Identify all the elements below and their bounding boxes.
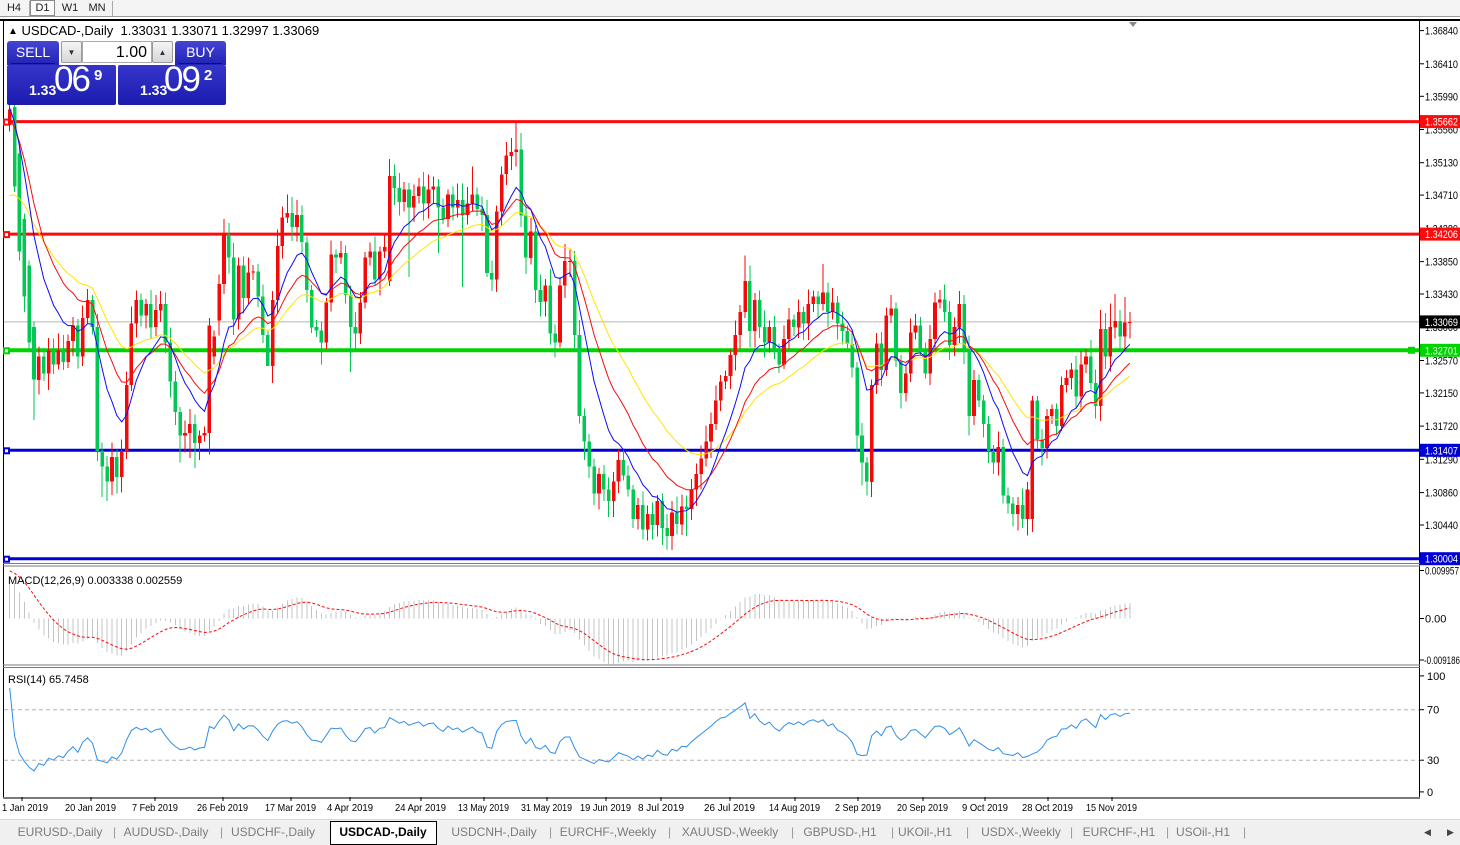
svg-text:MACD(12,26,9) 0.003338 0.00255: MACD(12,26,9) 0.003338 0.002559	[8, 575, 182, 587]
svg-text:1.35662: 1.35662	[1425, 117, 1458, 129]
svg-text:15 Nov 2019: 15 Nov 2019	[1086, 802, 1137, 814]
svg-text:100: 100	[1427, 671, 1445, 683]
svg-text:17 Mar 2019: 17 Mar 2019	[265, 802, 316, 814]
svg-text:1.31720: 1.31720	[1425, 421, 1458, 433]
svg-text:30: 30	[1427, 755, 1439, 767]
svg-text:4 Apr 2019: 4 Apr 2019	[327, 802, 373, 814]
svg-text:0: 0	[1427, 787, 1433, 799]
svg-text:1.33430: 1.33430	[1425, 289, 1458, 301]
svg-text:9 Oct 2019: 9 Oct 2019	[962, 802, 1008, 814]
svg-text:1.32150: 1.32150	[1425, 388, 1458, 400]
svg-text:26 Jul 2019: 26 Jul 2019	[704, 802, 755, 814]
svg-text:1.30860: 1.30860	[1425, 488, 1458, 500]
svg-text:31 May 2019: 31 May 2019	[521, 802, 572, 814]
svg-text:-0.009186: -0.009186	[1424, 655, 1460, 667]
svg-text:20 Sep 2019: 20 Sep 2019	[897, 802, 948, 814]
svg-text:1.32701: 1.32701	[1425, 345, 1458, 357]
svg-text:19 Jun 2019: 19 Jun 2019	[580, 802, 631, 814]
svg-text:0.00: 0.00	[1425, 614, 1446, 626]
svg-text:1.35990: 1.35990	[1425, 91, 1458, 103]
svg-text:7 Feb 2019: 7 Feb 2019	[132, 802, 178, 814]
svg-text:1.30440: 1.30440	[1425, 520, 1458, 532]
svg-text:14 Aug 2019: 14 Aug 2019	[769, 802, 820, 814]
svg-text:26 Feb 2019: 26 Feb 2019	[197, 802, 248, 814]
svg-text:1.32570: 1.32570	[1425, 356, 1458, 368]
svg-text:28 Oct 2019: 28 Oct 2019	[1022, 802, 1073, 814]
svg-text:2 Sep 2019: 2 Sep 2019	[835, 802, 881, 814]
svg-text:13 May 2019: 13 May 2019	[458, 802, 509, 814]
svg-text:1.36410: 1.36410	[1425, 59, 1458, 71]
svg-text:1.34206: 1.34206	[1425, 229, 1458, 241]
svg-text:24 Apr 2019: 24 Apr 2019	[395, 802, 446, 814]
svg-text:1.33069: 1.33069	[1425, 317, 1458, 329]
svg-text:70: 70	[1427, 705, 1439, 717]
svg-text:RSI(14) 65.7458: RSI(14) 65.7458	[8, 674, 89, 686]
svg-text:1.34710: 1.34710	[1425, 190, 1458, 202]
svg-text:1.30004: 1.30004	[1425, 554, 1458, 566]
svg-text:1.33850: 1.33850	[1425, 257, 1458, 269]
svg-text:1.31290: 1.31290	[1425, 454, 1458, 466]
svg-text:20 Jan 2019: 20 Jan 2019	[65, 802, 116, 814]
svg-text:1.36840: 1.36840	[1425, 26, 1458, 38]
svg-text:0.009957: 0.009957	[1425, 566, 1459, 578]
svg-text:1.35130: 1.35130	[1425, 158, 1458, 170]
svg-text:8 Jul 2019: 8 Jul 2019	[638, 802, 684, 814]
svg-text:1.31407: 1.31407	[1425, 445, 1458, 457]
svg-text:1 Jan 2019: 1 Jan 2019	[2, 802, 48, 814]
